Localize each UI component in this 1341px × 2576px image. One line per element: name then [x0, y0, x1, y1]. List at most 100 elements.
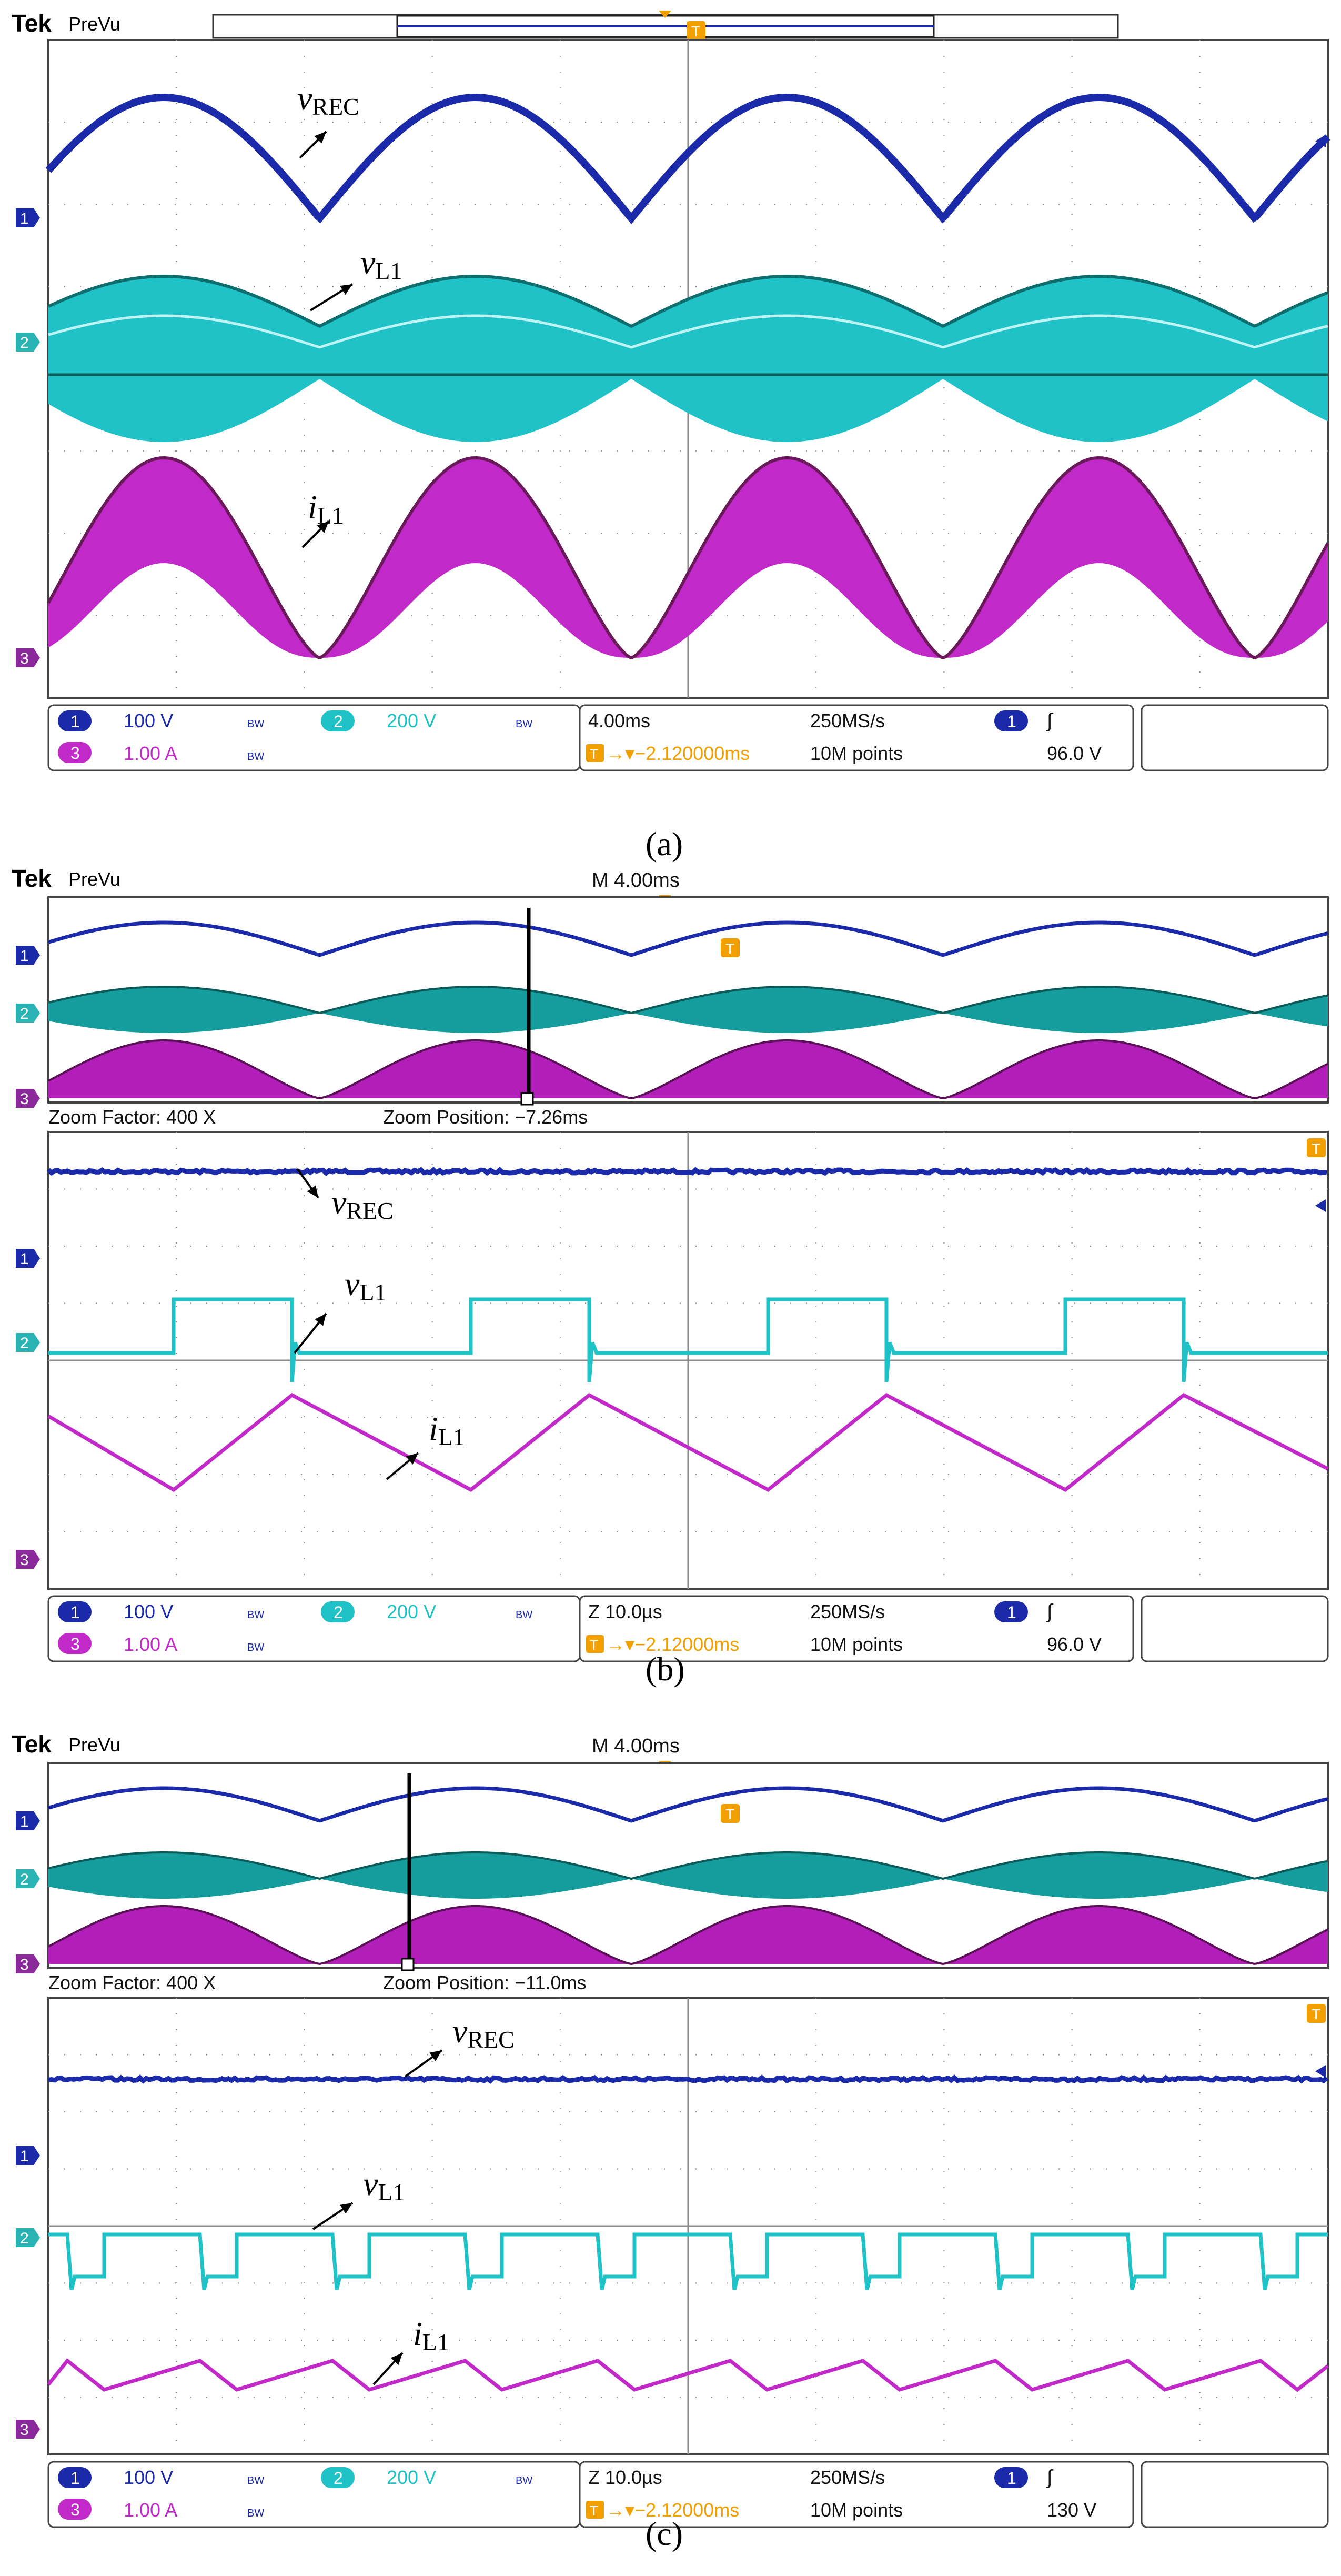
annotation-arrowhead — [307, 1185, 318, 1198]
ch3-ground-marker-label: 3 — [20, 1551, 29, 1569]
ch2-ground-marker — [16, 2228, 40, 2247]
zoom-cursor-box — [520, 1092, 534, 1106]
annotation-label: iL1 — [429, 1410, 465, 1450]
trace-v-rec — [46, 1167, 1327, 1176]
annotation-arrowhead — [315, 1314, 326, 1326]
annotation-arrowhead — [390, 2353, 402, 2365]
overview-i-l1-edge — [48, 1039, 1328, 1100]
overview-v-l1 — [48, 987, 1328, 1033]
trig-ch-pill — [994, 1601, 1028, 1622]
annotation-arrowhead — [429, 2050, 442, 2061]
annotation-main: v — [452, 2012, 468, 2050]
annotation-sub: L1 — [317, 502, 344, 529]
tek-brand: Tek — [12, 1730, 52, 1758]
annotation-sub: REC — [312, 93, 359, 120]
ch3-scale: 1.00 A — [124, 2499, 177, 2521]
annotation-arrowhead — [340, 2203, 352, 2214]
trig-ch-pill-num: 1 — [1007, 1603, 1016, 1622]
trace-v-l1-upper — [47, 275, 1329, 328]
annotation-main: v — [297, 79, 312, 117]
ch3-pill-num: 3 — [70, 2500, 80, 2519]
panel-label-c: (c) — [646, 2515, 683, 2552]
annotation-main: i — [429, 1410, 438, 1447]
overview-v-rec — [47, 920, 1328, 957]
tek-brand: Tek — [12, 9, 52, 37]
zoom-position: Zoom Position: −7.26ms — [383, 1106, 588, 1128]
timebase: Z 10.0µs — [588, 1601, 662, 1622]
readout-empty-box — [1141, 2461, 1329, 2528]
annotation-label: vL1 — [360, 244, 402, 284]
readout-empty-box — [1141, 704, 1329, 771]
overview-ch1-marker — [16, 946, 40, 965]
ch2-ground-marker-label: 2 — [20, 1335, 29, 1352]
ch3-ground-marker-label: 3 — [20, 650, 29, 667]
ch1-ground-marker-label: 1 — [20, 2148, 29, 2165]
annotation-main: v — [360, 244, 376, 281]
record-length: 10M points — [810, 743, 903, 764]
annotation-sub: REC — [346, 1197, 393, 1224]
ch3-pill — [58, 742, 92, 763]
ch1-ground-marker-label: 1 — [20, 210, 29, 227]
trig-slope: ∫ — [1046, 710, 1054, 732]
trace-i-l1-upper — [47, 456, 1329, 660]
trace-v-rec — [48, 2074, 1328, 2084]
ch1-scale: 100 V — [124, 1601, 173, 1622]
overview-ch2-marker-label: 2 — [20, 1005, 29, 1023]
tek-brand: Tek — [12, 865, 52, 892]
trig-pos-icon — [586, 1635, 604, 1653]
zoom-position: Zoom Position: −11.0ms — [383, 1972, 587, 1993]
annotation-arrowhead — [406, 1453, 418, 1465]
trig-level: 96.0 V — [1047, 1633, 1102, 1655]
overview-v-l1 — [48, 1852, 1328, 1899]
annotation-label: iL1 — [413, 2315, 449, 2356]
annotation-sub: L1 — [359, 1279, 386, 1306]
trig-ch-pill — [994, 2467, 1028, 2488]
ch3-pill-num: 3 — [70, 744, 80, 763]
ch1-bw: BW — [247, 718, 264, 730]
annotation-sub: L1 — [375, 257, 402, 284]
trace-i-l1 — [47, 1392, 1329, 1492]
overview-ch2-marker-label: 2 — [20, 1871, 29, 1888]
ch1-pill — [58, 710, 92, 731]
ch1-pill — [58, 1601, 92, 1622]
annotation-main: v — [345, 1265, 360, 1302]
overview-i-l1 — [48, 1040, 1328, 1098]
overview-ch3-marker — [16, 1954, 40, 1973]
trig-slope: ∫ — [1046, 1601, 1054, 1623]
sample-rate: 250MS/s — [810, 2467, 885, 2488]
annotation-main: v — [363, 2165, 378, 2202]
ch2-ground-marker-label: 2 — [20, 2230, 29, 2247]
zoom-cursor-box — [401, 1958, 415, 1971]
trig-pos-icon-letter: T — [590, 1637, 598, 1653]
ch2-pill-num: 2 — [334, 1603, 343, 1622]
trigger-marker — [1307, 1138, 1326, 1157]
ch3-ground-marker — [16, 1550, 40, 1569]
trig-ch-pill-num: 1 — [1007, 712, 1016, 731]
record-length: 10M points — [810, 1633, 903, 1655]
overview-v-l1-edge — [48, 1851, 1328, 1880]
ch2-pill — [321, 2467, 355, 2488]
ch1-ground-marker — [16, 208, 40, 227]
ch2-pill — [321, 710, 355, 731]
trace-v-l1-inner — [48, 314, 1328, 349]
overview-ch3-marker-label: 3 — [20, 1090, 29, 1108]
ch3-scale: 1.00 A — [124, 1633, 177, 1655]
trig-ch-pill — [994, 710, 1028, 731]
trigger-marker — [721, 1804, 740, 1823]
overview-v-l1-edge — [48, 986, 1328, 1015]
ch2-scale: 200 V — [387, 2467, 436, 2488]
ch2-ground-marker — [16, 333, 40, 352]
annotation-main: v — [331, 1184, 347, 1221]
ch1-trigger-level-arrow — [1315, 2065, 1326, 2078]
ch2-bw: BW — [516, 1609, 532, 1621]
annotation-arrowhead — [317, 521, 329, 533]
annotation-arrowhead — [314, 132, 326, 144]
trig-ch-pill-num: 1 — [1007, 2469, 1016, 2488]
ch3-ground-marker-label: 3 — [20, 2421, 29, 2439]
ch1-bw: BW — [247, 1609, 264, 1621]
sample-rate: 250MS/s — [810, 710, 885, 731]
overview-i-l1 — [48, 1906, 1328, 1964]
trig-pos-icon — [586, 744, 604, 762]
